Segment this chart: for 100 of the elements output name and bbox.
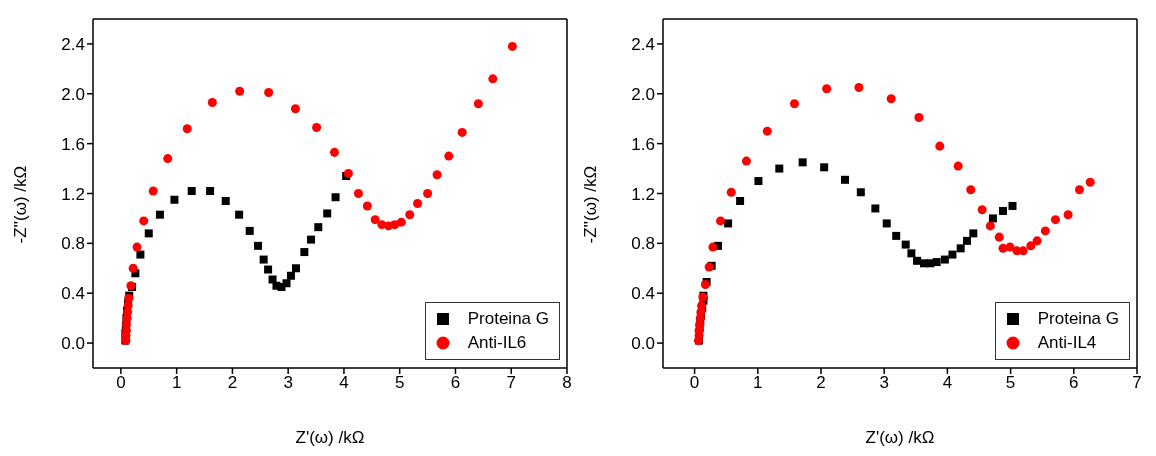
x-tick-label: 0 xyxy=(116,373,126,393)
x-tick-label: 7 xyxy=(506,373,516,393)
point xyxy=(1026,241,1036,251)
point xyxy=(726,187,736,197)
x-tick-label: 3 xyxy=(283,373,293,393)
y-axis-title: -Z''(ω) /kΩ xyxy=(11,165,31,244)
y-tick-label: 0.4 xyxy=(631,284,655,304)
point xyxy=(754,177,763,186)
point xyxy=(969,229,978,238)
point xyxy=(724,219,733,228)
point xyxy=(144,229,153,238)
point xyxy=(913,256,922,265)
point xyxy=(221,196,230,205)
point xyxy=(473,99,483,109)
point xyxy=(353,188,363,199)
legend-label: Proteina G xyxy=(467,308,549,330)
point xyxy=(396,217,406,227)
point xyxy=(856,188,865,197)
y-tick-label: 1.2 xyxy=(61,184,85,204)
point xyxy=(822,84,832,94)
point xyxy=(264,88,274,98)
point xyxy=(423,188,433,199)
point xyxy=(956,244,965,253)
point xyxy=(390,220,400,230)
point xyxy=(932,258,941,267)
point xyxy=(940,255,949,264)
point xyxy=(300,248,309,257)
x-tick-label: 3 xyxy=(879,373,889,393)
point xyxy=(1063,210,1073,220)
point xyxy=(307,235,316,244)
x-tick-label: 8 xyxy=(562,373,572,393)
point xyxy=(907,249,916,258)
point xyxy=(432,170,442,180)
point xyxy=(206,187,215,196)
x-tick-label: 5 xyxy=(394,373,405,393)
point xyxy=(254,241,263,250)
point xyxy=(290,104,300,114)
point xyxy=(312,122,322,132)
point xyxy=(854,83,864,93)
point xyxy=(488,74,498,84)
point xyxy=(362,201,372,211)
point xyxy=(370,215,380,225)
point xyxy=(886,94,896,104)
point xyxy=(291,264,300,273)
point xyxy=(444,151,454,161)
point xyxy=(187,187,196,196)
point xyxy=(259,255,268,264)
x-tick-label: 2 xyxy=(227,373,238,393)
point xyxy=(789,99,799,109)
point xyxy=(1008,201,1017,210)
point xyxy=(798,158,807,167)
point xyxy=(136,250,145,259)
x-tick-label: 6 xyxy=(1069,373,1079,393)
legend-label: Anti-IL4 xyxy=(1037,332,1097,354)
point xyxy=(1085,177,1095,187)
x-tick-label: 6 xyxy=(450,373,461,393)
point xyxy=(282,279,291,288)
point xyxy=(457,127,467,137)
point xyxy=(148,186,158,196)
y-axis-title: -Z''(ω) /kΩ xyxy=(581,165,601,244)
point xyxy=(948,250,957,259)
point xyxy=(901,240,910,249)
y-tick-label: 0.8 xyxy=(61,234,85,254)
point xyxy=(286,271,295,280)
point xyxy=(264,265,273,274)
point xyxy=(235,210,244,219)
y-tick-label: 2.0 xyxy=(631,84,655,104)
point xyxy=(1040,226,1050,236)
point xyxy=(820,163,829,172)
x-axis-title: Z'(ω) /kΩ xyxy=(295,428,365,447)
point xyxy=(708,242,718,252)
point xyxy=(988,214,997,223)
x-tick-label: 2 xyxy=(816,373,826,393)
point xyxy=(507,41,517,51)
point xyxy=(132,242,142,252)
point xyxy=(882,219,891,228)
point xyxy=(329,147,339,157)
point xyxy=(314,223,323,232)
legend-label: Anti-IL6 xyxy=(467,332,527,354)
point xyxy=(741,156,751,166)
x-tick-label: 4 xyxy=(942,373,953,393)
point xyxy=(1074,185,1084,195)
legend-label: Proteina G xyxy=(1037,308,1119,330)
point xyxy=(245,226,254,235)
point xyxy=(207,98,217,108)
point xyxy=(235,86,245,96)
point xyxy=(841,175,850,184)
point xyxy=(1032,236,1042,246)
point xyxy=(775,164,784,173)
point xyxy=(999,206,1008,215)
y-tick-label: 1.2 xyxy=(631,184,655,204)
point xyxy=(953,161,963,171)
point xyxy=(405,210,415,220)
x-tick-label: 1 xyxy=(753,373,763,393)
x-axis-title: Z'(ω) /kΩ xyxy=(865,428,935,447)
point xyxy=(1050,215,1060,225)
point xyxy=(994,232,1004,242)
y-tick-label: 0.8 xyxy=(631,234,655,254)
point xyxy=(139,216,149,226)
y-tick-label: 0.0 xyxy=(61,334,85,354)
